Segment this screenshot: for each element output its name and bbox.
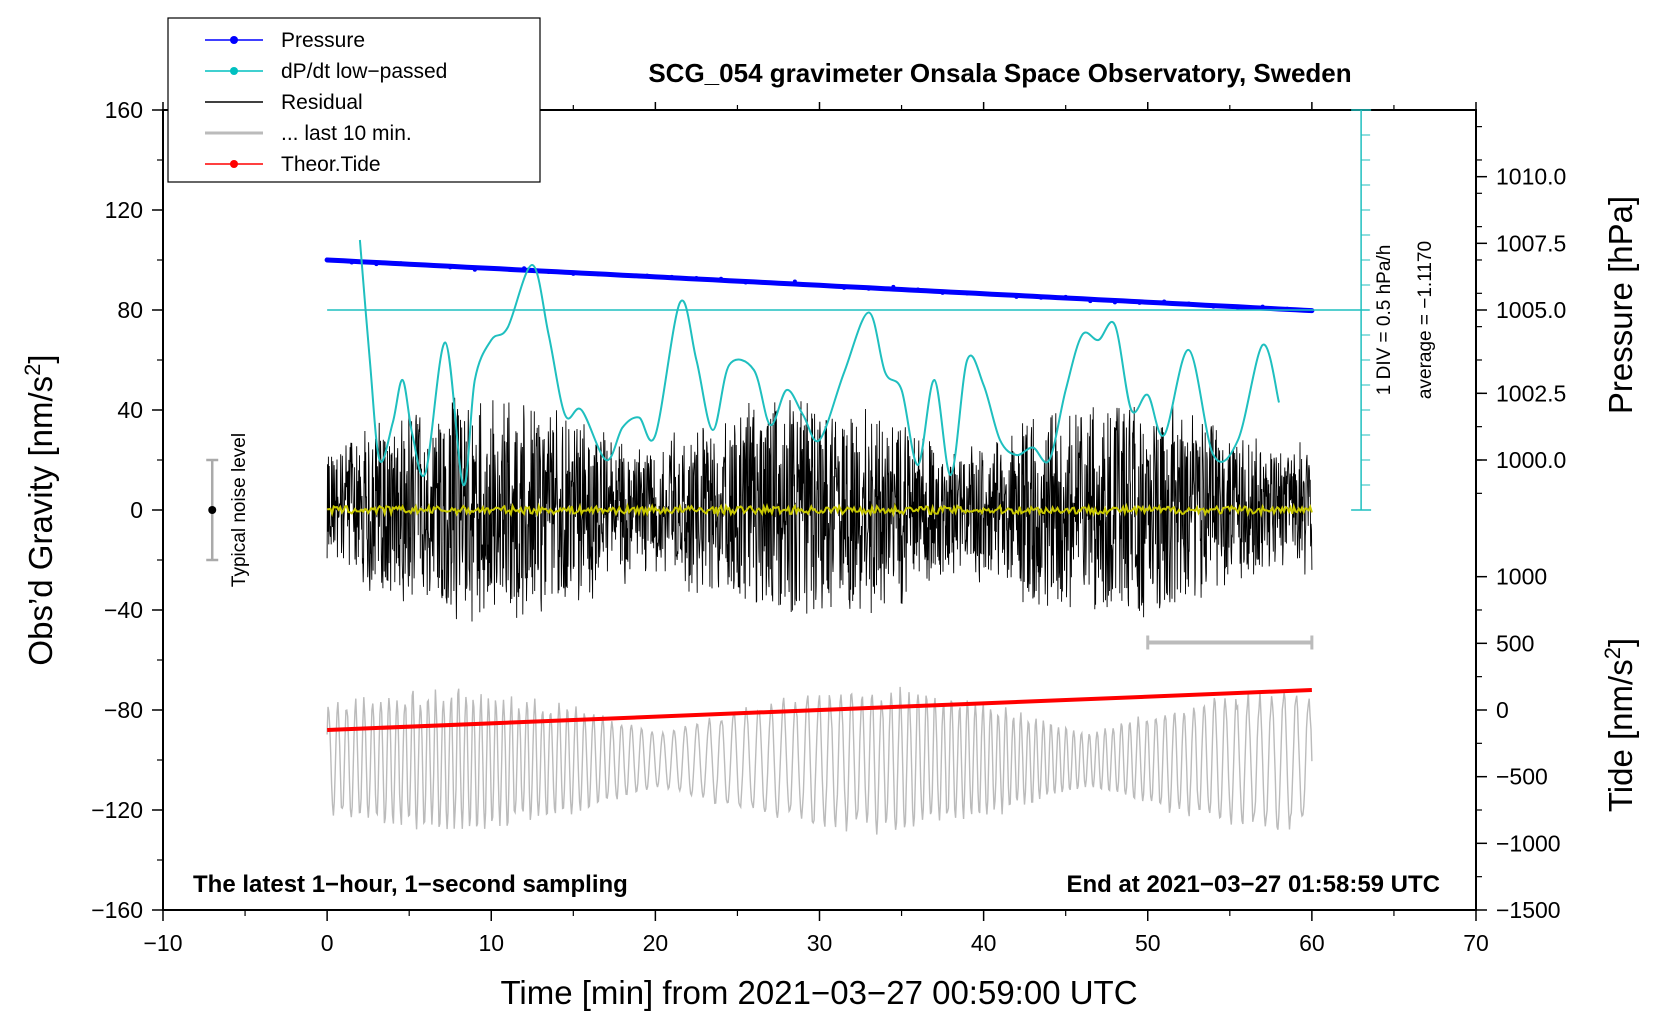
y-axis-label: Obs’d Gravity [nm/s2] bbox=[20, 354, 59, 665]
data-layer bbox=[206, 109, 1372, 835]
x-tick-label: −10 bbox=[143, 930, 182, 956]
pressure-point bbox=[374, 262, 379, 267]
tide-tick-label: −1500 bbox=[1496, 897, 1561, 923]
pressure-axis-label: Pressure [hPa] bbox=[1602, 196, 1639, 414]
pressure-point bbox=[595, 272, 600, 277]
noise-bar-center bbox=[208, 506, 217, 514]
end-time-note: End at 2021−03−27 01:58:59 UTC bbox=[1066, 871, 1440, 898]
y-tick-label: −40 bbox=[104, 597, 143, 623]
pressure-point bbox=[497, 266, 502, 271]
pressure-point bbox=[866, 286, 871, 291]
pressure-point bbox=[965, 291, 970, 296]
legend-marker bbox=[230, 36, 238, 44]
x-tick-label: 20 bbox=[643, 930, 669, 956]
y-tick-label: −80 bbox=[104, 697, 143, 723]
pressure-point bbox=[1162, 299, 1167, 304]
pressure-point bbox=[620, 273, 625, 278]
tide-tick-label: 500 bbox=[1496, 630, 1534, 656]
x-tick-label: 50 bbox=[1135, 930, 1161, 956]
dpdt-line bbox=[358, 239, 1280, 487]
pressure-point bbox=[891, 284, 896, 289]
pressure-point bbox=[669, 274, 674, 279]
pressure-point bbox=[448, 265, 453, 270]
x-tick-label: 40 bbox=[971, 930, 997, 956]
y-tick-label: 40 bbox=[117, 397, 143, 423]
pressure-point bbox=[1211, 304, 1216, 309]
pressure-point bbox=[915, 287, 920, 292]
legend-label: Residual bbox=[281, 91, 363, 114]
tide-tick-label: −500 bbox=[1496, 764, 1548, 790]
pressure-point bbox=[1236, 306, 1241, 311]
last-10-min-line bbox=[326, 686, 1313, 835]
noise-level-label: Typical noise level bbox=[229, 433, 250, 587]
legend-marker bbox=[230, 160, 238, 168]
legend-box bbox=[167, 17, 541, 183]
x-tick-label: 10 bbox=[478, 930, 504, 956]
y-tick-label: −120 bbox=[91, 797, 143, 823]
pressure-point bbox=[546, 269, 551, 274]
pressure-tick-label: 1002.5 bbox=[1496, 380, 1566, 406]
legend-label: Pressure bbox=[281, 29, 365, 52]
pressure-point bbox=[349, 260, 354, 265]
pressure-point bbox=[694, 275, 699, 280]
pressure-point bbox=[1186, 301, 1191, 306]
pressure-point bbox=[768, 280, 773, 285]
pressure-point bbox=[1112, 300, 1117, 305]
pressure-point bbox=[423, 263, 428, 268]
pressure-point bbox=[1014, 294, 1019, 299]
pressure-point bbox=[472, 267, 477, 272]
tide-tick-label: −1000 bbox=[1496, 830, 1561, 856]
axes-layer: −10 0 10 20 30 40 50 60 70 −160 −120 −80 −40 0 40 80 120… bbox=[91, 97, 1566, 956]
tide-tick-label: 0 bbox=[1496, 697, 1509, 723]
pressure-point bbox=[522, 266, 527, 271]
pressure-point bbox=[940, 290, 945, 295]
pressure-point bbox=[325, 257, 330, 262]
x-axis-label: Time [min] from 2021−03−27 00:59:00 UTC bbox=[500, 974, 1137, 1011]
pressure-point bbox=[1039, 295, 1044, 300]
pressure-point bbox=[842, 285, 847, 290]
legend: Pressure dP/dt low−passed Residual ... last… bbox=[167, 17, 541, 183]
pressure-point bbox=[817, 283, 822, 288]
pressure-point bbox=[1137, 300, 1142, 305]
pressure-tick-label: 1010.0 bbox=[1496, 164, 1566, 190]
pressure-point bbox=[792, 279, 797, 284]
x-tick-label: 0 bbox=[321, 930, 334, 956]
tide-axis-label: Tide [nm/s2] bbox=[1600, 638, 1639, 812]
legend-label: Theor.Tide bbox=[281, 153, 381, 176]
y-tick-label: 0 bbox=[130, 497, 143, 523]
pressure-point bbox=[1063, 294, 1068, 299]
x-tick-label: 30 bbox=[807, 930, 833, 956]
sampling-note: The latest 1−hour, 1−second sampling bbox=[193, 871, 628, 898]
x-tick-label: 60 bbox=[1299, 930, 1325, 956]
pressure-point bbox=[571, 271, 576, 276]
theor-tide-line bbox=[327, 688, 1312, 732]
y-tick-label: −160 bbox=[91, 897, 143, 923]
pressure-point bbox=[1088, 299, 1093, 304]
y-tick-label: 120 bbox=[105, 197, 143, 223]
pressure-tick-label: 1000.0 bbox=[1496, 447, 1566, 473]
pressure-point bbox=[989, 291, 994, 296]
y-tick-label: 80 bbox=[117, 297, 143, 323]
legend-label: dP/dt low−passed bbox=[281, 60, 447, 83]
pressure-point bbox=[719, 276, 724, 281]
tide-tick-label: 1000 bbox=[1496, 564, 1547, 590]
pressure-point bbox=[645, 273, 650, 278]
residual-lowpass-line bbox=[327, 502, 1313, 518]
div-scale-label: 1 DIV = 0.5 hPa/h bbox=[1374, 245, 1395, 396]
legend-marker bbox=[230, 67, 238, 75]
x-tick-label: 70 bbox=[1463, 930, 1489, 956]
pressure-point bbox=[743, 280, 748, 285]
legend-label: ... last 10 min. bbox=[281, 122, 412, 145]
y-tick-label: 160 bbox=[105, 97, 143, 123]
average-label: average = −1.1170 bbox=[1415, 241, 1436, 399]
pressure-tick-label: 1005.0 bbox=[1496, 297, 1566, 323]
pressure-point bbox=[1260, 304, 1265, 309]
pressure-tick-label: 1007.5 bbox=[1496, 230, 1566, 256]
pressure-point bbox=[398, 261, 403, 266]
chart-title: SCG_054 gravimeter Onsala Space Observat… bbox=[648, 58, 1351, 88]
